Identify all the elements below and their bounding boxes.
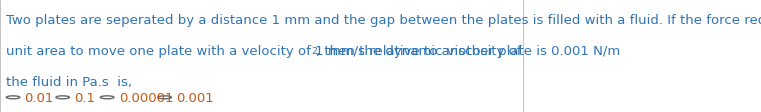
- Text: 0.01: 0.01: [24, 91, 54, 104]
- Text: Two plates are seperated by a distance 1 mm and the gap between the plates is fi: Two plates are seperated by a distance 1…: [6, 13, 761, 26]
- Text: 0.1: 0.1: [75, 91, 95, 104]
- Text: unit area to move one plate with a velocity of 1 mm/s relative to another plate : unit area to move one plate with a veloc…: [6, 45, 620, 58]
- Text: 0.00001: 0.00001: [119, 91, 174, 104]
- Text: 0.001: 0.001: [176, 91, 214, 104]
- Text: 2: 2: [312, 47, 317, 56]
- Text: , then the dynamic viscosity of: , then the dynamic viscosity of: [317, 45, 522, 58]
- Text: the fluid in Pa.s  is,: the fluid in Pa.s is,: [6, 75, 132, 88]
